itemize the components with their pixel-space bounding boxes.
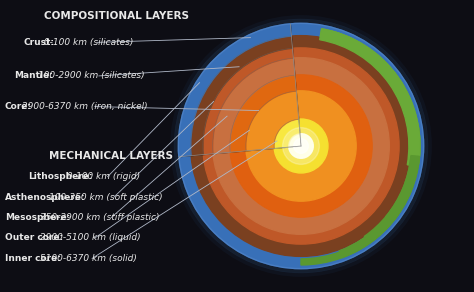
Text: Mantle: 100-2900 km (silicates): Mantle: 100-2900 km (silicates) — [14, 72, 158, 80]
Text: Outer core:: Outer core: — [5, 234, 63, 242]
Wedge shape — [203, 48, 399, 244]
Wedge shape — [348, 210, 399, 254]
Wedge shape — [274, 119, 300, 148]
Circle shape — [293, 139, 309, 153]
Circle shape — [283, 128, 319, 164]
Text: COMPOSITIONAL LAYERS: COMPOSITIONAL LAYERS — [44, 11, 189, 21]
Text: 2900-5100 km (liquid): 2900-5100 km (liquid) — [37, 234, 140, 242]
Wedge shape — [274, 119, 328, 173]
Wedge shape — [385, 156, 419, 223]
Wedge shape — [301, 232, 377, 265]
Wedge shape — [178, 23, 424, 269]
Text: 2900-6370 km (iron, nickel): 2900-6370 km (iron, nickel) — [19, 102, 148, 111]
Text: Mantle:: Mantle: — [14, 72, 53, 80]
Text: Crust: 0-100 km (silicates): Crust: 0-100 km (silicates) — [24, 38, 143, 47]
Text: 5100-6370 km (solid): 5100-6370 km (solid) — [37, 254, 137, 263]
Wedge shape — [246, 91, 299, 151]
Wedge shape — [339, 184, 413, 258]
Wedge shape — [320, 29, 420, 167]
Wedge shape — [230, 75, 296, 152]
Wedge shape — [230, 75, 372, 217]
Circle shape — [289, 134, 313, 158]
Wedge shape — [178, 24, 292, 157]
Text: Crust:: Crust: — [24, 38, 55, 47]
Wedge shape — [289, 134, 301, 147]
Wedge shape — [371, 55, 420, 157]
Wedge shape — [365, 125, 420, 244]
Text: Lithosphere:: Lithosphere: — [28, 172, 93, 181]
Wedge shape — [191, 36, 411, 256]
Wedge shape — [166, 12, 301, 158]
Text: 100-2900 km (silicates): 100-2900 km (silicates) — [35, 72, 144, 80]
Wedge shape — [246, 91, 356, 201]
Text: Mesosphere:: Mesosphere: — [5, 213, 70, 222]
Wedge shape — [203, 48, 293, 154]
Circle shape — [289, 134, 313, 158]
Text: Core: 2900-6370 km (iron, nickel): Core: 2900-6370 km (iron, nickel) — [5, 102, 157, 111]
Text: Core:: Core: — [5, 102, 32, 111]
Wedge shape — [191, 36, 292, 156]
Wedge shape — [213, 58, 295, 154]
Text: Asthenosphere:: Asthenosphere: — [5, 193, 85, 201]
Text: 0-100 km (silicates): 0-100 km (silicates) — [41, 38, 134, 47]
Wedge shape — [320, 29, 377, 61]
Text: MECHANICAL LAYERS: MECHANICAL LAYERS — [49, 151, 173, 161]
Wedge shape — [330, 31, 404, 90]
Wedge shape — [213, 58, 389, 234]
Text: 100-350 km (soft plastic): 100-350 km (soft plastic) — [46, 193, 162, 201]
Text: 0-100 km (rigid): 0-100 km (rigid) — [64, 172, 140, 181]
Text: Inner core:: Inner core: — [5, 254, 61, 263]
Text: 350-2900 km (stiff plastic): 350-2900 km (stiff plastic) — [37, 213, 159, 222]
Wedge shape — [392, 78, 419, 136]
